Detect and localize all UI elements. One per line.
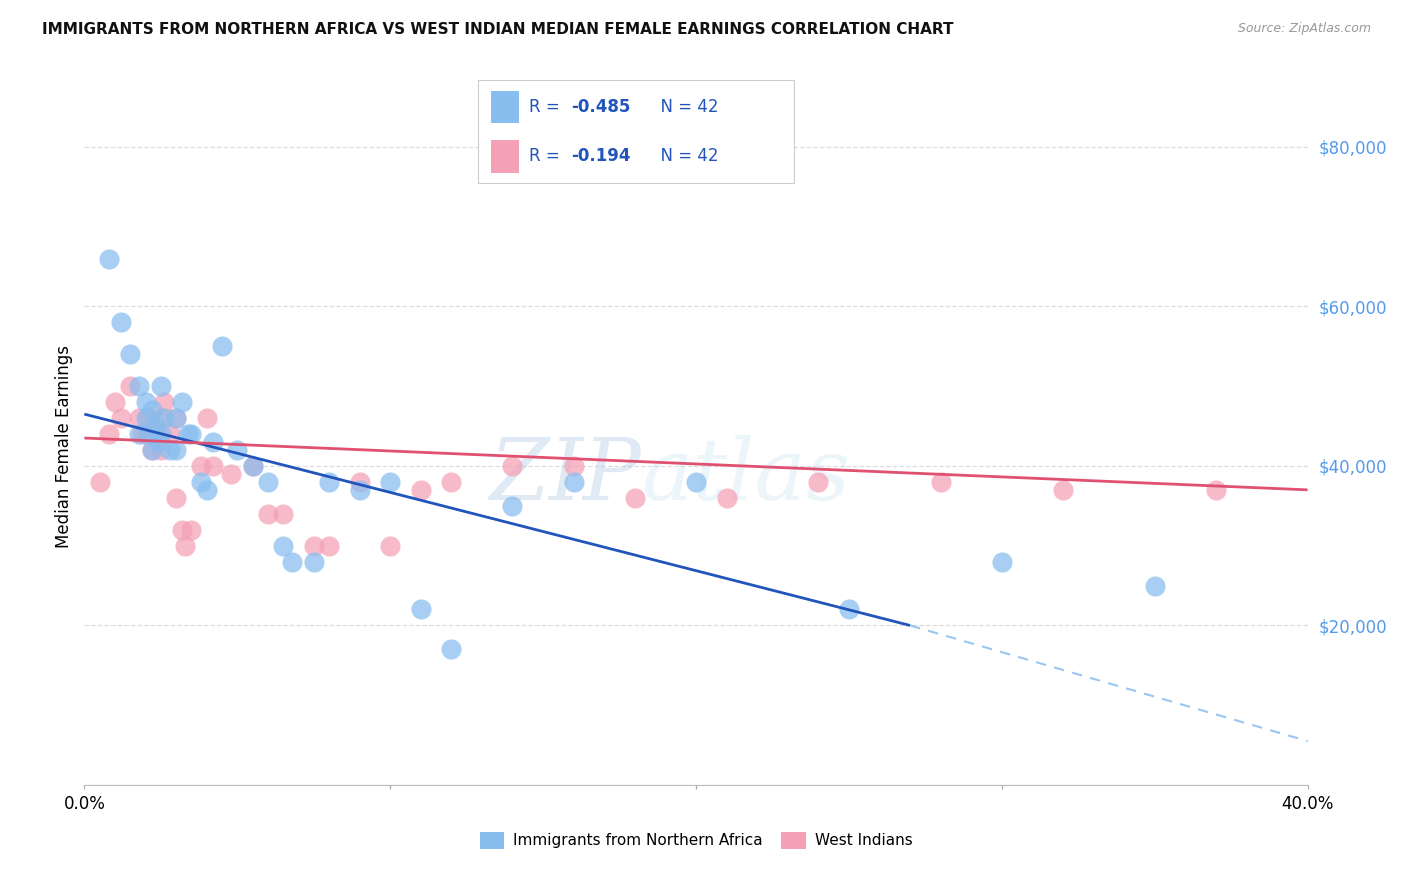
Point [502, 458, 524, 473]
Point [97, 427, 120, 442]
Point [128, 427, 150, 442]
Point [409, 483, 432, 497]
Point [318, 475, 340, 489]
Point [149, 442, 172, 457]
Point [110, 315, 132, 329]
Point [135, 395, 157, 409]
Point [135, 427, 157, 442]
Y-axis label: Median Female Earnings: Median Female Earnings [55, 344, 73, 548]
Point [143, 419, 166, 434]
Point [716, 491, 738, 505]
Point [257, 475, 280, 489]
Point [257, 507, 280, 521]
Point [135, 411, 157, 425]
Point [172, 523, 194, 537]
Point [190, 458, 212, 473]
Point [141, 427, 163, 442]
Point [440, 475, 463, 489]
Point [929, 475, 952, 489]
Point [201, 458, 224, 473]
Point [318, 539, 340, 553]
Point [172, 395, 194, 409]
Point [177, 427, 200, 442]
Point [159, 427, 181, 442]
Point [149, 379, 172, 393]
Point [110, 411, 132, 425]
Point [138, 427, 160, 442]
Point [302, 555, 325, 569]
Text: atlas: atlas [641, 435, 851, 518]
Point [165, 442, 187, 457]
Point [624, 491, 647, 505]
Point [242, 458, 264, 473]
Point [153, 395, 176, 409]
Point [128, 379, 150, 393]
Point [138, 411, 160, 425]
Point [153, 411, 176, 425]
Text: -0.485: -0.485 [571, 98, 631, 116]
Text: N = 42: N = 42 [651, 147, 718, 165]
Point [281, 555, 304, 569]
Point [195, 411, 218, 425]
Point [149, 411, 172, 425]
Point [349, 483, 371, 497]
Point [1205, 483, 1227, 497]
Point [562, 475, 585, 489]
Point [190, 475, 212, 489]
Point [165, 411, 187, 425]
Point [128, 411, 150, 425]
Point [380, 539, 402, 553]
Point [271, 539, 294, 553]
Point [201, 435, 224, 450]
FancyBboxPatch shape [491, 140, 519, 173]
Point [195, 483, 218, 497]
Point [146, 435, 169, 450]
Point [165, 491, 187, 505]
Point [165, 411, 187, 425]
Text: R =: R = [529, 98, 565, 116]
Point [380, 475, 402, 489]
Point [807, 475, 830, 489]
Point [562, 458, 585, 473]
FancyBboxPatch shape [491, 91, 519, 123]
Point [89, 475, 111, 489]
Point [685, 475, 707, 489]
Point [219, 467, 242, 481]
Point [131, 427, 153, 442]
Point [1143, 578, 1166, 592]
Point [226, 442, 249, 457]
Point [97, 252, 120, 266]
Text: R =: R = [529, 147, 565, 165]
Point [502, 499, 524, 513]
Point [143, 427, 166, 442]
Point [838, 602, 860, 616]
Point [159, 442, 181, 457]
Point [349, 475, 371, 489]
Point [180, 427, 202, 442]
Text: IMMIGRANTS FROM NORTHERN AFRICA VS WEST INDIAN MEDIAN FEMALE EARNINGS CORRELATIO: IMMIGRANTS FROM NORTHERN AFRICA VS WEST … [42, 22, 953, 37]
Point [302, 539, 325, 553]
Point [120, 347, 142, 361]
Text: -0.194: -0.194 [571, 147, 631, 165]
Point [211, 339, 233, 353]
Point [174, 539, 197, 553]
Point [440, 642, 463, 657]
Point [180, 523, 202, 537]
Point [141, 442, 163, 457]
Point [991, 555, 1014, 569]
Text: N = 42: N = 42 [651, 98, 718, 116]
Point [242, 458, 264, 473]
Legend: Immigrants from Northern Africa, West Indians: Immigrants from Northern Africa, West In… [474, 825, 918, 855]
Text: Source: ZipAtlas.com: Source: ZipAtlas.com [1237, 22, 1371, 36]
Point [104, 395, 127, 409]
Text: ZIP: ZIP [489, 435, 641, 518]
Point [409, 602, 432, 616]
Point [271, 507, 294, 521]
Point [1052, 483, 1074, 497]
Point [141, 403, 163, 417]
Point [141, 442, 163, 457]
Point [120, 379, 142, 393]
Point [149, 427, 172, 442]
